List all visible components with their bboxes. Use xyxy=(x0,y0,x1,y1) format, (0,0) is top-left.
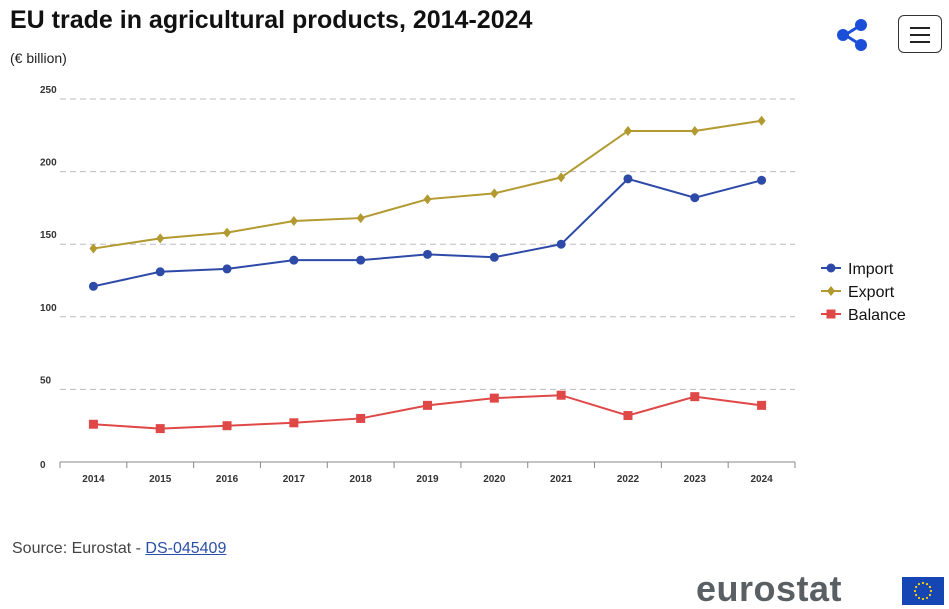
x-tick-label: 2016 xyxy=(216,474,239,485)
chart-title: EU trade in agricultural products, 2014-… xyxy=(10,6,533,34)
data-point xyxy=(289,418,299,428)
y-tick-label: 100 xyxy=(40,303,57,314)
data-point xyxy=(556,239,566,249)
data-point xyxy=(423,194,432,205)
data-point xyxy=(356,255,366,265)
data-point xyxy=(690,125,699,136)
y-tick-label: 50 xyxy=(40,375,52,386)
data-point xyxy=(88,281,98,291)
data-point xyxy=(155,424,165,434)
line-chart: 0 50 100 150 200 250 2014 2015 2016 2017 2018 2019 2… xyxy=(40,85,906,485)
legend-marker xyxy=(827,286,835,296)
data-point xyxy=(289,215,298,226)
data-point xyxy=(757,175,767,185)
x-tick-label: 2023 xyxy=(684,474,707,485)
data-point xyxy=(489,252,499,262)
data-point xyxy=(222,421,232,431)
x-tick-label: 2021 xyxy=(550,474,573,485)
legend-label: Export xyxy=(848,284,895,301)
data-point xyxy=(289,255,299,265)
data-point xyxy=(489,393,499,403)
data-point xyxy=(490,188,499,199)
data-point xyxy=(690,193,700,203)
data-point xyxy=(757,115,766,126)
data-point xyxy=(356,213,365,224)
source-note: Source: Eurostat - DS-045409 xyxy=(12,540,226,558)
x-tick-label: 2024 xyxy=(750,474,773,485)
data-point xyxy=(223,227,232,238)
data-point xyxy=(155,267,165,277)
y-tick-label: 0 xyxy=(40,460,46,471)
chart-subtitle: (€ billion) xyxy=(10,50,67,66)
x-tick-label: 2014 xyxy=(82,474,105,485)
data-point xyxy=(423,249,432,259)
series-line-export xyxy=(93,119,762,250)
legend-label: Balance xyxy=(848,307,906,324)
data-point xyxy=(423,400,432,410)
y-tick-label: 250 xyxy=(40,85,57,96)
x-tick-label: 2019 xyxy=(416,474,439,485)
data-point xyxy=(556,390,566,400)
data-point xyxy=(88,419,98,429)
data-point xyxy=(623,411,633,421)
data-point xyxy=(623,125,632,136)
legend-marker xyxy=(826,263,836,273)
series-line-balance xyxy=(93,394,762,430)
data-point xyxy=(557,172,566,183)
data-point xyxy=(222,264,232,274)
logo-text: eurostat xyxy=(696,568,843,609)
data-point xyxy=(623,174,633,184)
legend-label: Import xyxy=(848,261,894,278)
x-tick-label: 2017 xyxy=(283,474,306,485)
data-point xyxy=(690,392,700,402)
eu-flag-icon xyxy=(902,577,944,605)
source-prefix: Source: Eurostat - xyxy=(12,540,146,557)
x-tick-label: 2018 xyxy=(350,474,373,485)
x-tick-label: 2022 xyxy=(617,474,640,485)
source-link[interactable]: DS-045409 xyxy=(145,540,227,557)
legend-marker xyxy=(826,309,836,319)
y-tick-label: 200 xyxy=(40,158,57,169)
data-point xyxy=(757,400,767,410)
data-point xyxy=(89,243,98,254)
x-tick-label: 2020 xyxy=(483,474,506,485)
data-point xyxy=(356,413,366,423)
share-icon[interactable] xyxy=(833,18,871,52)
menu-icon[interactable] xyxy=(898,15,942,53)
data-point xyxy=(156,233,165,244)
y-tick-label: 150 xyxy=(40,230,57,241)
x-tick-label: 2015 xyxy=(149,474,172,485)
